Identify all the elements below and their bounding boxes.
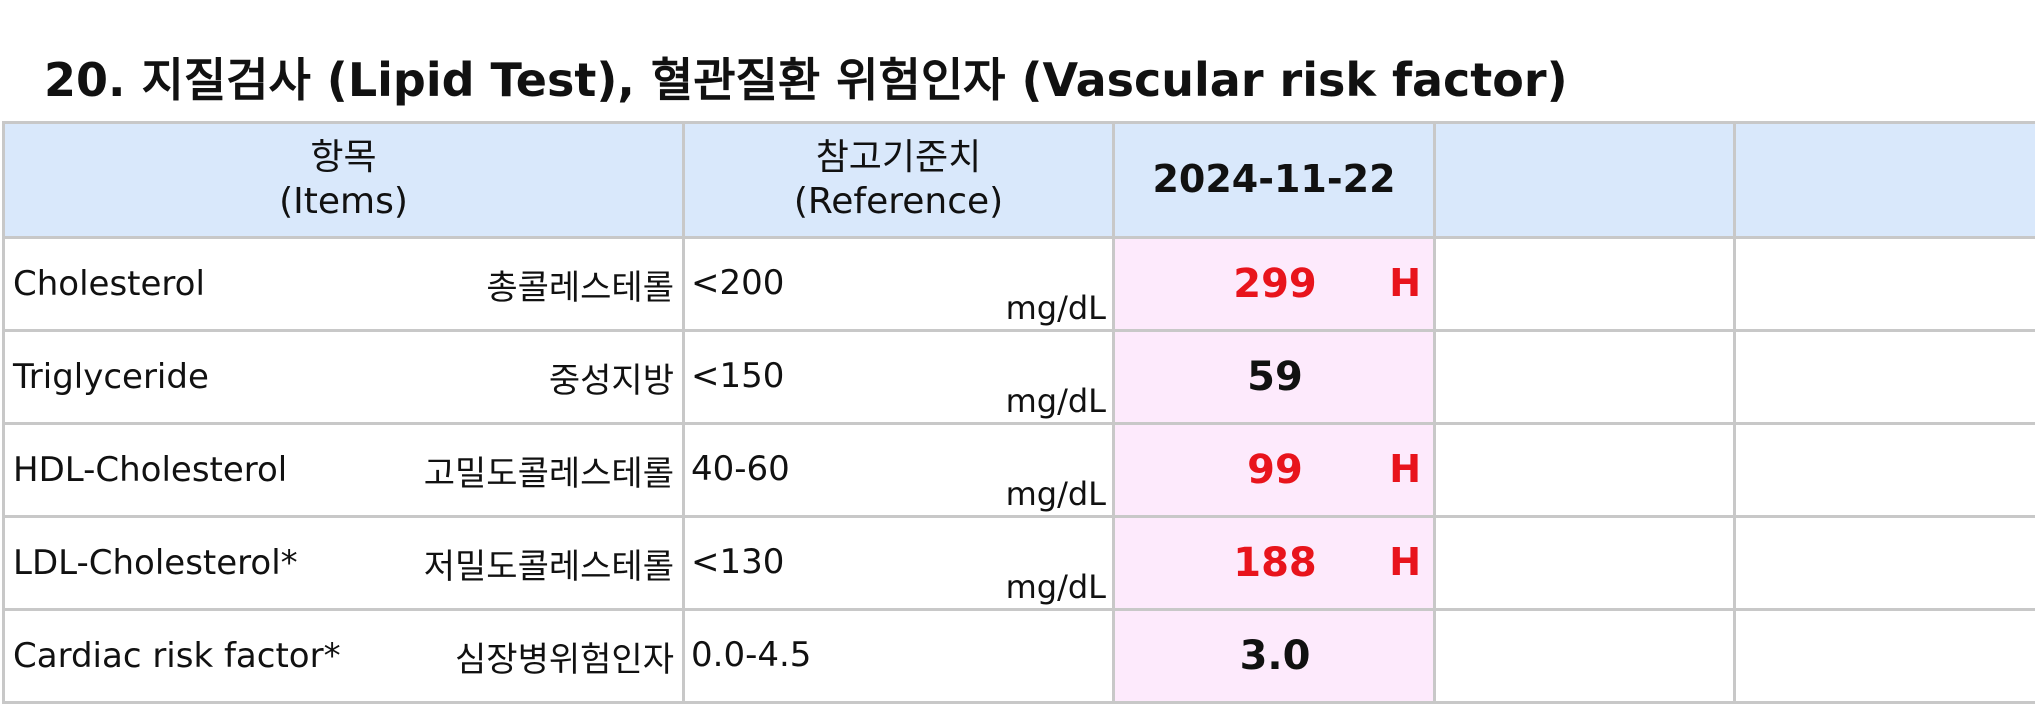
result-cell: 59 bbox=[1114, 331, 1435, 424]
lipid-test-table: 항목 (Items) 참고기준치 (Reference) 2024-11-22 … bbox=[2, 121, 2035, 704]
empty-cell-2 bbox=[1735, 610, 2035, 703]
reference-cell: 40-60 mg/dL bbox=[684, 424, 1114, 517]
table-row: Triglyceride 중성지방 <150 mg/dL 59 bbox=[4, 331, 2035, 424]
item-name-en: Cardiac risk factor* bbox=[13, 636, 341, 676]
table-row: Cholesterol 총콜레스테롤 <200 mg/dL 299 H bbox=[4, 238, 2035, 331]
result-value: 3.0 bbox=[1115, 633, 1435, 679]
result-cell: 99 H bbox=[1114, 424, 1435, 517]
table-row: Cardiac risk factor* 심장병위험인자 0.0-4.5 3.0 bbox=[4, 610, 2035, 703]
reference-header-en: (Reference) bbox=[685, 180, 1112, 224]
empty-cell-1 bbox=[1435, 424, 1735, 517]
reference-range: <200 bbox=[691, 263, 784, 303]
empty-cell-2 bbox=[1735, 517, 2035, 610]
empty-cell-2 bbox=[1735, 331, 2035, 424]
high-flag: H bbox=[1389, 261, 1421, 305]
result-value: 59 bbox=[1115, 354, 1435, 400]
item-cell: HDL-Cholesterol 고밀도콜레스테롤 bbox=[4, 424, 684, 517]
table-row: HDL-Cholesterol 고밀도콜레스테롤 40-60 mg/dL 99 … bbox=[4, 424, 2035, 517]
reference-unit: mg/dL bbox=[1006, 475, 1106, 513]
item-name-en: Cholesterol bbox=[13, 264, 205, 304]
item-name-en: Triglyceride bbox=[13, 357, 209, 397]
reference-cell: <130 mg/dL bbox=[684, 517, 1114, 610]
item-cell: Triglyceride 중성지방 bbox=[4, 331, 684, 424]
reference-unit: mg/dL bbox=[1006, 568, 1106, 606]
item-name-en: HDL-Cholesterol bbox=[13, 450, 287, 490]
empty-cell-1 bbox=[1435, 517, 1735, 610]
reference-range: <150 bbox=[691, 356, 784, 396]
empty-cell-2 bbox=[1735, 424, 2035, 517]
section-title: 20. 지질검사 (Lipid Test), 혈관질환 위험인자 (Vascul… bbox=[44, 44, 1568, 110]
table-row: LDL-Cholesterol* 저밀도콜레스테롤 <130 mg/dL 188… bbox=[4, 517, 2035, 610]
items-header-en: (Items) bbox=[5, 180, 682, 224]
high-flag: H bbox=[1389, 540, 1421, 584]
item-name-ko: 저밀도콜레스테롤 bbox=[424, 539, 674, 588]
reference-header: 참고기준치 (Reference) bbox=[684, 123, 1114, 238]
reference-cell: 0.0-4.5 bbox=[684, 610, 1114, 703]
item-name-en: LDL-Cholesterol* bbox=[13, 543, 298, 583]
empty-header-2 bbox=[1735, 123, 2035, 238]
result-value: 299 bbox=[1115, 261, 1435, 307]
date-header-label: 2024-11-22 bbox=[1152, 157, 1395, 201]
item-name-ko: 심장병위험인자 bbox=[455, 632, 674, 681]
item-name-ko: 중성지방 bbox=[549, 353, 674, 402]
result-value: 188 bbox=[1115, 540, 1435, 586]
reference-cell: <200 mg/dL bbox=[684, 238, 1114, 331]
result-value: 99 bbox=[1115, 447, 1435, 493]
result-cell: 188 H bbox=[1114, 517, 1435, 610]
reference-range: <130 bbox=[691, 542, 784, 582]
reference-unit: mg/dL bbox=[1006, 382, 1106, 420]
item-name-ko: 고밀도콜레스테롤 bbox=[424, 446, 674, 495]
item-cell: LDL-Cholesterol* 저밀도콜레스테롤 bbox=[4, 517, 684, 610]
reference-header-ko: 참고기준치 bbox=[685, 136, 1112, 180]
items-header-ko: 항목 bbox=[5, 136, 682, 180]
items-header: 항목 (Items) bbox=[4, 123, 684, 238]
reference-cell: <150 mg/dL bbox=[684, 331, 1114, 424]
empty-header-1 bbox=[1435, 123, 1735, 238]
empty-cell-1 bbox=[1435, 610, 1735, 703]
empty-cell-1 bbox=[1435, 331, 1735, 424]
table-body: Cholesterol 총콜레스테롤 <200 mg/dL 299 H Trig… bbox=[4, 238, 2035, 703]
empty-cell-1 bbox=[1435, 238, 1735, 331]
result-cell: 3.0 bbox=[1114, 610, 1435, 703]
reference-range: 0.0-4.5 bbox=[691, 635, 811, 675]
reference-unit: mg/dL bbox=[1006, 289, 1106, 327]
item-cell: Cardiac risk factor* 심장병위험인자 bbox=[4, 610, 684, 703]
result-cell: 299 H bbox=[1114, 238, 1435, 331]
date-header: 2024-11-22 bbox=[1114, 123, 1435, 238]
header-row: 항목 (Items) 참고기준치 (Reference) 2024-11-22 bbox=[4, 123, 2035, 238]
item-cell: Cholesterol 총콜레스테롤 bbox=[4, 238, 684, 331]
item-name-ko: 총콜레스테롤 bbox=[486, 260, 674, 309]
reference-range: 40-60 bbox=[691, 449, 790, 489]
high-flag: H bbox=[1389, 447, 1421, 491]
empty-cell-2 bbox=[1735, 238, 2035, 331]
